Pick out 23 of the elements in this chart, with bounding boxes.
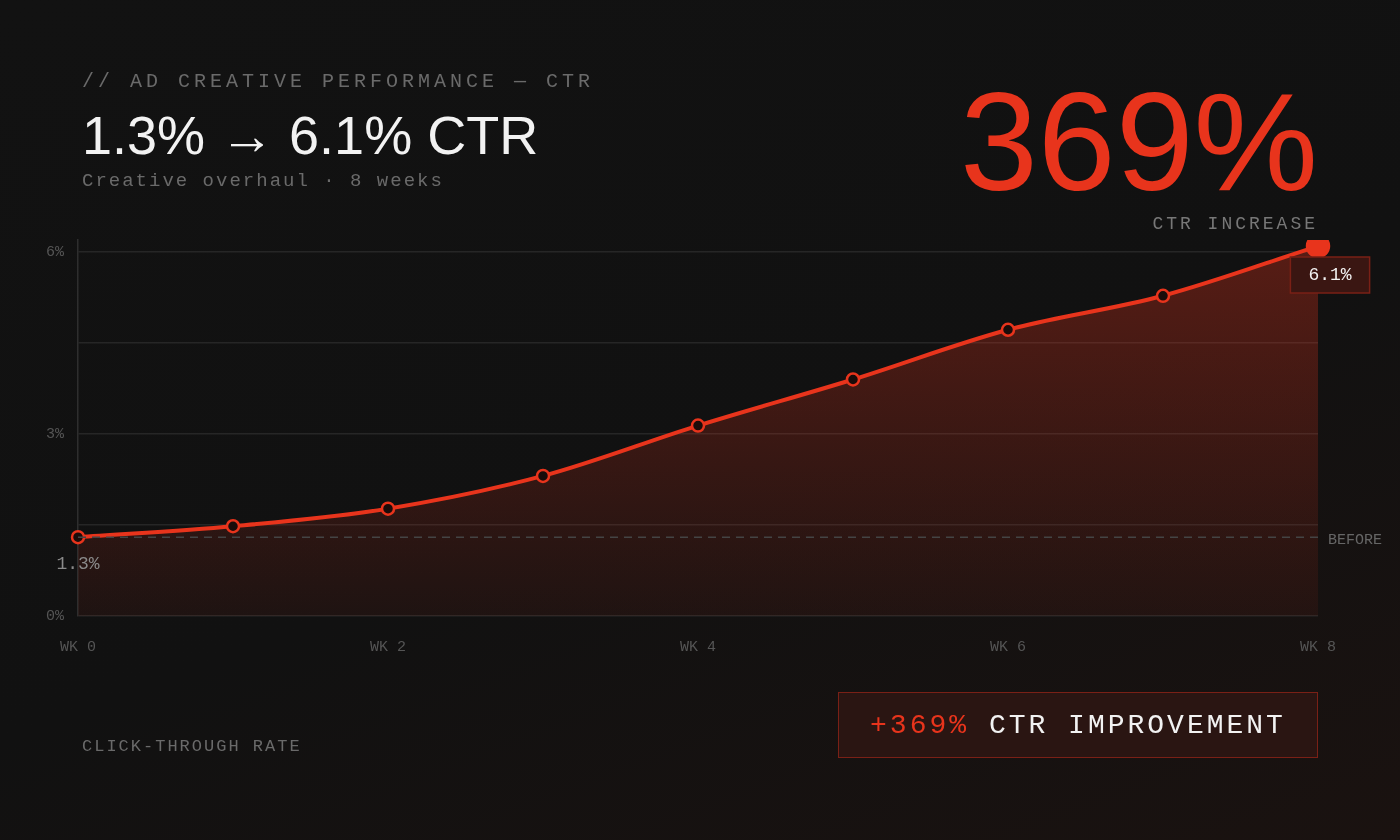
x-tick-label: WK 0 bbox=[60, 638, 97, 656]
text: Creative overhaul · 8 weeks bbox=[82, 170, 444, 192]
chart-title: // AD CREATIVE PERFORMANCE — CTR bbox=[82, 70, 595, 93]
x-tick-label: WK 4 bbox=[679, 638, 717, 656]
ref-line-label: BEFORE bbox=[1328, 532, 1383, 550]
x-tick-label: WK 2 bbox=[369, 638, 407, 656]
point bbox=[1155, 288, 1171, 304]
chart-subtitle: 1.3% → 6.1% CTR bbox=[82, 104, 539, 166]
point bbox=[225, 519, 241, 534]
y-tick-label: 3% bbox=[45, 426, 65, 444]
data-label: 6.1% bbox=[1308, 264, 1352, 285]
point bbox=[535, 468, 551, 484]
text: +369% CTR IMPROVEMENT bbox=[838, 692, 1318, 758]
text: CLICK-THROUGH RATE bbox=[82, 737, 302, 756]
x-tick-label: WK 8 bbox=[1299, 638, 1337, 656]
x-tick-label: WK 6 bbox=[989, 638, 1027, 656]
y-tick-label: 6% bbox=[45, 244, 65, 262]
point bbox=[690, 418, 706, 433]
point bbox=[845, 372, 861, 387]
point bbox=[1000, 322, 1016, 338]
point bbox=[380, 501, 396, 516]
data-label: 1.3% bbox=[56, 553, 100, 574]
y-tick-label: 0% bbox=[45, 607, 65, 625]
